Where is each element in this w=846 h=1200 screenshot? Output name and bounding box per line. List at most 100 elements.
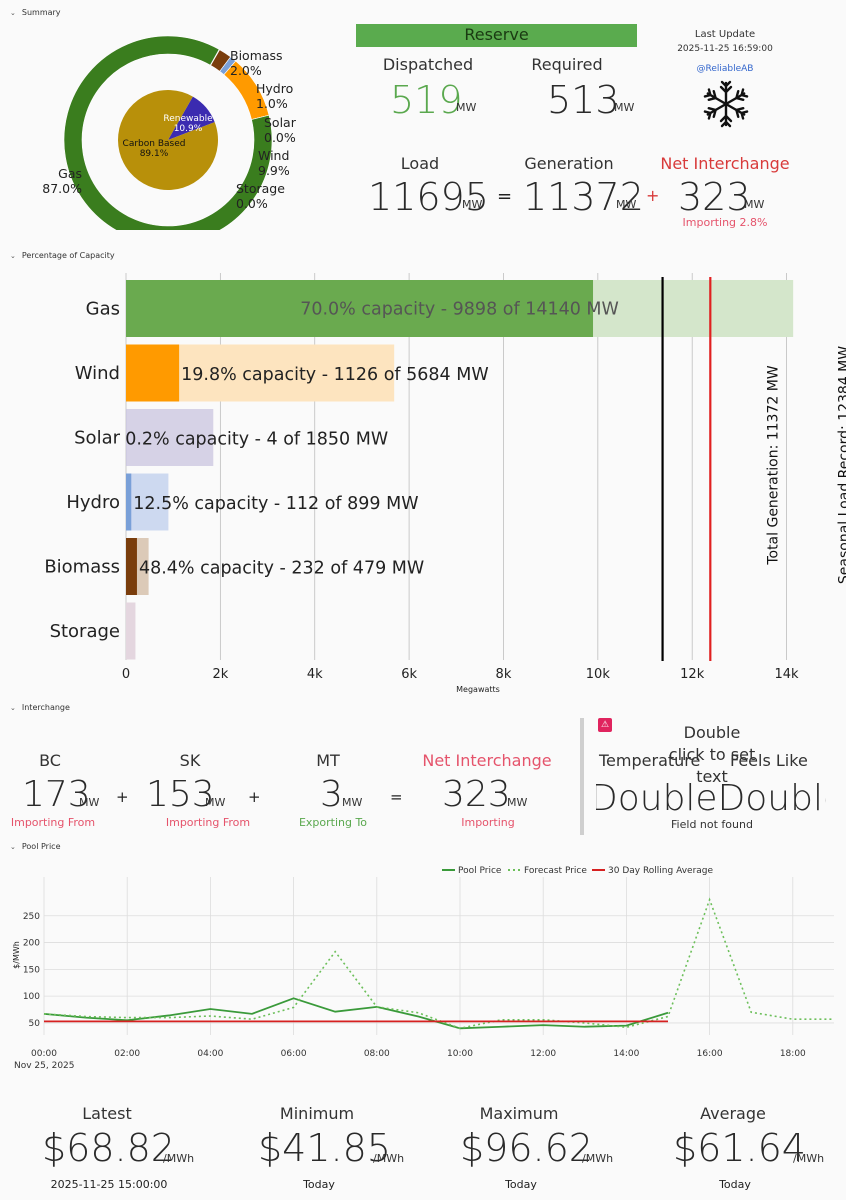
price-x-tick: 12:00 [530, 1049, 556, 1059]
chevron-down-icon: ⌄ [10, 9, 16, 17]
equals-sign: = [497, 186, 513, 207]
net-interchange-value: 323 [678, 175, 751, 219]
sk-unit: MW [205, 796, 226, 809]
pool-price-section-header[interactable]: ⌄ Pool Price [10, 842, 61, 851]
capacity-x-axis-label: Megawatts [456, 685, 500, 694]
stat-unit-latest: /MWh [163, 1152, 195, 1165]
summary-section-header[interactable]: ⌄ Summary [10, 8, 61, 17]
generation-label: Generation [524, 154, 614, 173]
capacity-category-label: Hydro [66, 492, 120, 513]
interchange-section-header[interactable]: ⌄ Interchange [10, 703, 70, 712]
field-error-text: Field not found [671, 818, 753, 831]
donut-label-gas: Gas [58, 166, 82, 181]
chevron-down-icon: ⌄ [10, 252, 16, 260]
capacity-bar-bg-solar [126, 409, 214, 466]
handle-link[interactable]: @ReliableAB [696, 64, 754, 74]
price-x-tick: 06:00 [281, 1049, 307, 1059]
capacity-x-tick: 14k [775, 667, 800, 682]
capacity-x-tick: 0 [122, 667, 130, 682]
price-y-tick: 250 [23, 912, 40, 922]
warning-icon[interactable]: ⚠ [598, 718, 612, 732]
capacity-x-tick: 4k [307, 667, 323, 682]
bc-label: BC [39, 751, 61, 770]
mt-status: Exporting To [298, 816, 368, 829]
price-date-label: Nov 25, 2025 [14, 1061, 75, 1071]
donut-label-biomass: Biomass [230, 48, 283, 63]
stat-label-minimum: Minimum [279, 1104, 355, 1123]
stat-sub-latest: 2025-11-25 15:00:00 [50, 1178, 168, 1191]
stat-sub-minimum: Today [303, 1178, 335, 1191]
donut-label-carbon-based: Carbon Based [123, 139, 186, 149]
plus-sign: + [646, 186, 660, 205]
sk-value: 153 [146, 774, 215, 815]
net-interchange-unit: MW [507, 796, 528, 809]
stat-value-average: $61.64 [673, 1126, 806, 1170]
net-interchange-status: Importing [461, 816, 515, 829]
chevron-down-icon: ⌄ [10, 843, 16, 851]
price-series-pool-price [43, 997, 669, 1030]
stat-value-minimum: $41.85 [258, 1126, 391, 1170]
price-x-tick: 02:00 [114, 1049, 140, 1059]
price-y-tick: 50 [29, 1019, 41, 1029]
capacity-bar-text-hydro: 12.5% capacity - 112 of 899 MW [133, 494, 418, 514]
generation-unit: MW [616, 198, 637, 211]
capacity-bar-text-biomass: 48.4% capacity - 232 of 479 MW [139, 559, 424, 579]
stat-unit-average: /MWh [793, 1152, 825, 1165]
donut-pct-solar: 0.0% [264, 130, 296, 145]
legend-label-forecast-price: Forecast Price [524, 866, 587, 876]
weather-widget[interactable]: Temperature Feels Like DoubleDouble [596, 750, 826, 825]
price-x-tick: 00:00 [31, 1049, 57, 1059]
capacity-bar-biomass [126, 538, 137, 595]
donut-label-wind: Wind [258, 148, 289, 163]
stat-unit-maximum: /MWh [582, 1152, 614, 1165]
price-x-tick: 10:00 [447, 1049, 473, 1059]
sk-status: Importing From [165, 816, 251, 829]
load-value: 11695 [368, 175, 489, 219]
dispatched-label: Dispatched [382, 55, 474, 74]
capacity-category-label: Biomass [44, 557, 120, 578]
last-update-time: 2025-11-25 16:59:00 [677, 44, 773, 54]
bc-value: 173 [22, 774, 91, 815]
price-x-tick: 04:00 [197, 1049, 223, 1059]
price-y-tick: 100 [23, 992, 40, 1002]
donut-pct-hydro: 1.0% [256, 96, 288, 111]
donut-pct-renewable: 10.9% [174, 124, 203, 134]
feels-like-label: Feels Like [730, 751, 808, 770]
stat-sub-average: Today [719, 1178, 751, 1191]
capacity-section-header[interactable]: ⌄ Percentage of Capacity [10, 251, 115, 260]
load-unit: MW [462, 198, 483, 211]
plus-sign: + [116, 788, 129, 806]
plus-sign: + [248, 788, 261, 806]
reserve-header [356, 24, 637, 47]
capacity-category-label: Solar [74, 428, 120, 449]
temperature-label: Temperature [599, 751, 701, 770]
load-label: Load [400, 154, 440, 173]
mt-unit: MW [342, 796, 363, 809]
capacity-category-label: Storage [50, 621, 120, 642]
price-x-tick: 16:00 [697, 1049, 723, 1059]
reference-line-label-0: Total Generation: 11372 MW [766, 365, 782, 565]
placeholder-text[interactable]: Double click to set text [668, 723, 756, 786]
price-x-tick: 18:00 [780, 1049, 806, 1059]
capacity-bar-bg-hydro [126, 473, 169, 531]
bc-status: Importing From [10, 816, 96, 829]
mt-value: 3 [320, 774, 343, 815]
price-x-tick: 08:00 [364, 1049, 390, 1059]
donut-slice-gas [63, 35, 273, 230]
capacity-x-tick: 8k [496, 667, 512, 682]
required-unit: MW [614, 101, 635, 114]
net-interchange-unit: MW [744, 198, 765, 211]
sk-label: SK [179, 751, 201, 770]
price-y-tick: 200 [23, 939, 40, 949]
capacity-x-tick: 6k [401, 667, 417, 682]
legend-label-pool-price: Pool Price [458, 866, 502, 876]
stat-unit-minimum: /MWh [373, 1152, 405, 1165]
price-y-axis-label: $/MWh [12, 941, 21, 969]
donut-slice-carbon-based [117, 89, 218, 190]
donut-slice-renewable [168, 96, 215, 140]
legend-label-30-day-rolling-average: 30 Day Rolling Average [608, 866, 714, 876]
required-label: Required [531, 55, 603, 74]
stat-label-maximum: Maximum [479, 1104, 559, 1123]
net-interchange-value: 323 [442, 774, 511, 815]
donut-label-storage: Storage [236, 181, 285, 196]
